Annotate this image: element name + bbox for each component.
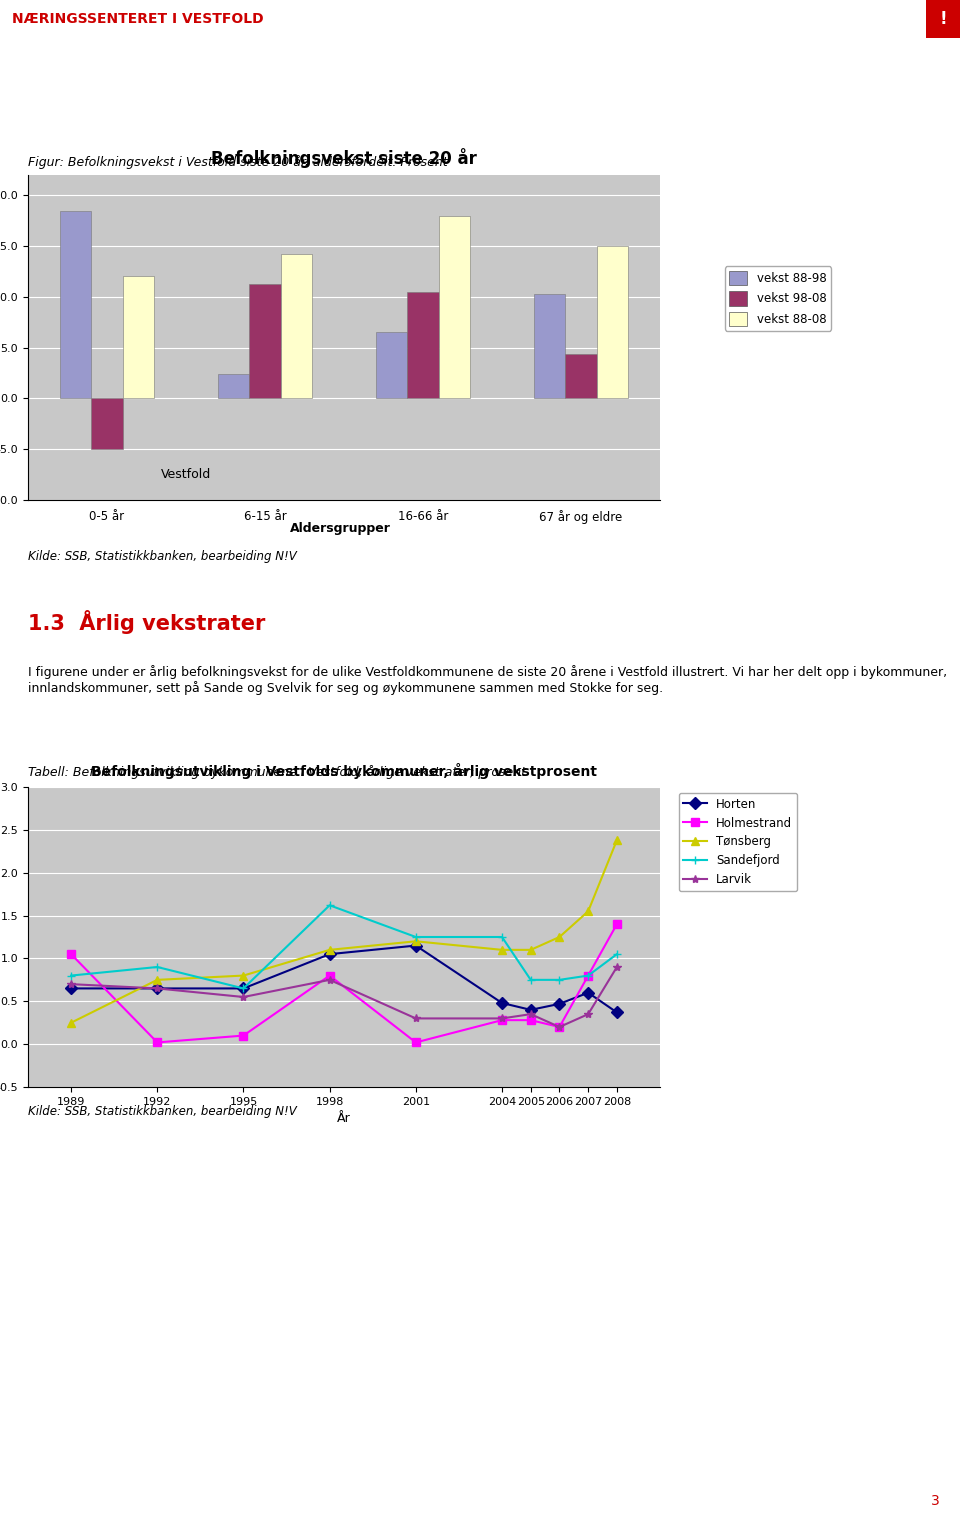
Text: Tabell: Befolkningsutvikling bykommunene i Vestfold, årlige vekstrater; prosent: Tabell: Befolkningsutvikling bykommunene… [28, 765, 526, 779]
Holmestrand [65, 945, 77, 963]
Holmestrand [324, 966, 335, 985]
Line: Larvik: Larvik [67, 963, 621, 1032]
Tønsberg [525, 940, 537, 959]
Sandefjord [324, 896, 335, 914]
Sandefjord [525, 971, 537, 989]
Sandefjord [496, 928, 508, 946]
Larvik [583, 1004, 594, 1023]
Bar [407, 291, 439, 398]
Horten [324, 945, 335, 963]
Horten [612, 1003, 623, 1021]
Sandefjord [410, 928, 421, 946]
Tønsberg [238, 966, 250, 985]
Text: Kilde: SSB, Statistikkbanken, bearbeiding N!V: Kilde: SSB, Statistikkbanken, bearbeidin… [28, 1105, 297, 1119]
Horten [152, 980, 163, 998]
Tønsberg [410, 933, 421, 951]
Sandefjord [65, 966, 77, 985]
Bar [280, 255, 312, 398]
Bar [565, 354, 597, 398]
Legend: vekst 88-98, vekst 98-08, vekst 88-08: vekst 88-98, vekst 98-08, vekst 88-08 [725, 267, 831, 331]
X-axis label: År: År [337, 1113, 350, 1125]
Horten [583, 983, 594, 1001]
Bar [439, 215, 470, 398]
Holmestrand [496, 1010, 508, 1029]
Holmestrand [583, 966, 594, 985]
Text: Figur: Befolkningsvekst i Vestfold siste 20 år, aldersfordelt. Prosent: Figur: Befolkningsvekst i Vestfold siste… [28, 155, 447, 169]
Larvik [554, 1018, 565, 1036]
Bar [91, 398, 123, 450]
Text: 3: 3 [931, 1494, 940, 1509]
Bar [250, 283, 280, 398]
Larvik [525, 1004, 537, 1023]
Text: Vestfold: Vestfold [161, 468, 211, 482]
Bar [60, 210, 91, 398]
Larvik [238, 988, 250, 1006]
Line: Holmestrand: Holmestrand [67, 920, 621, 1047]
Holmestrand [410, 1033, 421, 1052]
Horten [65, 980, 77, 998]
Bar [926, 0, 960, 38]
Text: NÆRINGSSENTERET I VESTFOLD: NÆRINGSSENTERET I VESTFOLD [12, 12, 263, 26]
Legend: Horten, Holmestrand, Tønsberg, Sandefjord, Larvik: Horten, Holmestrand, Tønsberg, Sandefjor… [679, 792, 797, 892]
Bar [597, 245, 629, 398]
Holmestrand [152, 1033, 163, 1052]
Title: Befolkningsutvikling i Vestfolds bykommuner, årlig vekstprosent: Befolkningsutvikling i Vestfolds bykommu… [91, 764, 597, 779]
Horten [525, 1001, 537, 1020]
Tønsberg [65, 1013, 77, 1032]
Text: Kilde: SSB, Statistikkbanken, bearbeiding N!V: Kilde: SSB, Statistikkbanken, bearbeidin… [28, 550, 297, 562]
Bar [123, 276, 155, 398]
Tønsberg [583, 902, 594, 920]
Title: Befolkningsvekst siste 20 år: Befolkningsvekst siste 20 år [211, 148, 477, 168]
Text: I figurene under er årlig befolkningsvekst for de ulike Vestfoldkommunene de sis: I figurene under er årlig befolkningsvek… [28, 664, 948, 695]
Text: !: ! [939, 11, 947, 27]
Holmestrand [554, 1018, 565, 1036]
Sandefjord [238, 980, 250, 998]
Sandefjord [152, 959, 163, 977]
Larvik [612, 959, 623, 977]
Horten [554, 995, 565, 1013]
Sandefjord [583, 966, 594, 985]
Larvik [324, 971, 335, 989]
Tønsberg [554, 928, 565, 946]
Tønsberg [496, 940, 508, 959]
Holmestrand [238, 1027, 250, 1045]
Larvik [65, 975, 77, 994]
Line: Horten: Horten [67, 942, 621, 1017]
Tønsberg [612, 831, 623, 849]
Line: Sandefjord: Sandefjord [67, 901, 621, 992]
Holmestrand [612, 914, 623, 933]
Line: Tønsberg: Tønsberg [67, 837, 621, 1027]
Horten [496, 994, 508, 1012]
Text: 1.3  Årlig vekstrater: 1.3 Årlig vekstrater [28, 610, 265, 634]
Holmestrand [525, 1010, 537, 1029]
Bar [218, 373, 250, 398]
Sandefjord [612, 945, 623, 963]
Bar [534, 294, 565, 398]
Sandefjord [554, 971, 565, 989]
Tønsberg [324, 940, 335, 959]
Tønsberg [152, 971, 163, 989]
Bar [375, 332, 407, 398]
Horten [238, 980, 250, 998]
Horten [410, 936, 421, 954]
Larvik [152, 980, 163, 998]
Larvik [410, 1009, 421, 1027]
Text: Aldersgrupper: Aldersgrupper [290, 523, 391, 535]
Larvik [496, 1009, 508, 1027]
